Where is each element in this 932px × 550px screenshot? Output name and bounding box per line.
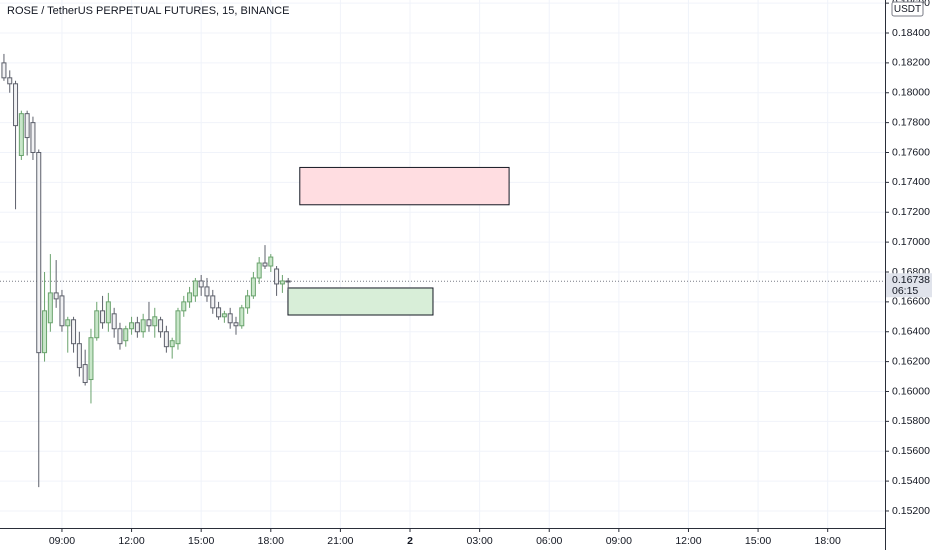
candle-body	[210, 295, 216, 309]
candle-body	[274, 268, 280, 285]
candle-body	[18, 113, 24, 156]
candle-body	[285, 280, 291, 283]
y-tick-label: 0.15600	[892, 445, 930, 457]
candle-body	[30, 122, 36, 154]
candle-body	[53, 292, 59, 300]
candle-body	[134, 322, 140, 333]
candle-body	[100, 310, 106, 324]
x-tick-label: 12:00	[118, 535, 144, 547]
x-tick-label: 12:00	[675, 535, 701, 547]
candle-body	[187, 292, 193, 303]
candle-body	[152, 316, 158, 327]
candle-body	[169, 340, 175, 348]
candle-body	[123, 328, 129, 342]
y-tick-label: 0.18200	[892, 57, 930, 69]
candle-body	[216, 307, 222, 318]
y-tick-label: 0.15800	[892, 415, 930, 427]
candle-body	[47, 292, 53, 324]
candle-body	[7, 77, 13, 85]
candle-body	[245, 295, 251, 309]
candle-body	[158, 319, 164, 333]
y-tick-label: 0.16200	[892, 355, 930, 367]
y-tick-label: 0.17600	[892, 146, 930, 158]
candle-body	[204, 286, 210, 297]
candle-body	[250, 277, 256, 297]
candle-body	[111, 313, 117, 330]
x-tick-label: 09:00	[606, 535, 632, 547]
candle-body	[268, 256, 274, 267]
chart-title: ROSE / TetherUS PERPETUAL FUTURES, 15, B…	[7, 5, 289, 17]
x-tick-label: 18:00	[815, 535, 841, 547]
candle-body	[279, 280, 285, 285]
candle-body	[239, 307, 245, 327]
x-tick-label: 21:00	[327, 535, 353, 547]
x-tick-label: 09:00	[49, 535, 75, 547]
y-tick-label: 0.18400	[892, 27, 930, 39]
candle-body	[42, 310, 48, 354]
countdown-label: 06:15	[892, 285, 918, 297]
time-axis-panel	[0, 528, 885, 550]
candle-body	[65, 319, 71, 327]
candle-body	[175, 310, 181, 345]
candle-body	[105, 301, 111, 324]
candle-body	[1, 62, 7, 79]
candle-body	[198, 280, 204, 288]
candle-body	[71, 319, 77, 345]
candle-body	[146, 319, 152, 327]
y-tick-label: 0.17800	[892, 116, 930, 128]
candle-body	[163, 331, 169, 348]
y-tick-label: 0.18000	[892, 87, 930, 99]
last-price-label: 0.16738	[892, 274, 930, 286]
x-tick-label: 18:00	[258, 535, 284, 547]
y-tick-label: 0.15400	[892, 475, 930, 487]
y-tick-label: 0.16000	[892, 385, 930, 397]
candle-body	[36, 152, 42, 354]
candle-body	[117, 328, 123, 345]
last-price-tag	[886, 273, 932, 298]
y-tick-label: 0.17000	[892, 236, 930, 248]
candle-body	[181, 301, 187, 312]
candle-body	[94, 310, 100, 339]
zone-box	[287, 287, 434, 316]
candle-body	[88, 337, 94, 381]
candle-body	[256, 262, 262, 279]
candle-body	[192, 280, 198, 297]
x-tick-label: 03:00	[466, 535, 492, 547]
currency-label: USDT	[894, 4, 921, 15]
x-tick-label: 2	[407, 535, 413, 547]
y-tick-label: 0.15200	[892, 505, 930, 517]
y-tick-label: 0.17400	[892, 176, 930, 188]
candle-body	[227, 313, 233, 324]
zone-box	[299, 166, 510, 206]
currency-box	[891, 1, 924, 17]
y-tick-label: 0.16600	[892, 296, 930, 308]
x-tick-label: 06:00	[536, 535, 562, 547]
y-tick-label: 0.17200	[892, 206, 930, 218]
candle-body	[13, 83, 19, 127]
x-tick-label: 15:00	[188, 535, 214, 547]
y-tick-label: 0.16400	[892, 326, 930, 338]
candle-body	[59, 295, 65, 327]
candle-body	[262, 262, 268, 267]
candle-body	[82, 364, 88, 384]
candle-body	[24, 113, 30, 139]
x-tick-label: 15:00	[745, 535, 771, 547]
candle-body	[76, 343, 82, 369]
candle-body	[233, 322, 239, 327]
candle-body	[221, 313, 227, 318]
candle-body	[129, 322, 135, 330]
candle-body	[140, 319, 146, 333]
